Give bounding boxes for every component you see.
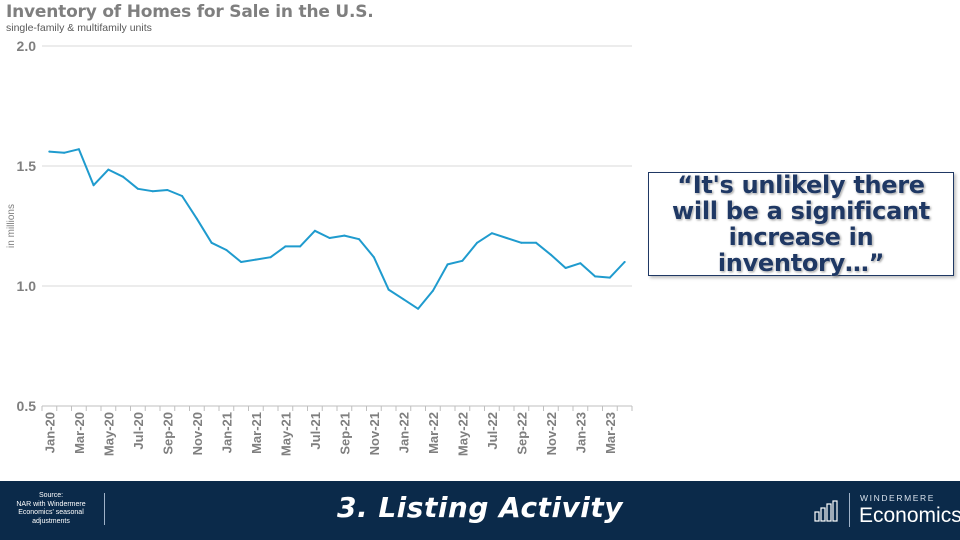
data-point	[343, 234, 346, 237]
x-tick-label: Sep-20	[160, 412, 175, 455]
data-point	[122, 175, 125, 178]
y-axis-label: in millions	[6, 204, 17, 248]
data-point	[77, 148, 80, 151]
line-chart: 0.5 1.0 1.5 2.0 in millions Jan-20 Mar-20 May-2…	[6, 38, 633, 456]
data-point	[402, 298, 405, 301]
data-point	[594, 275, 597, 278]
data-point	[166, 189, 169, 191]
data-point	[623, 261, 626, 263]
x-tick-label: Nov-21	[367, 412, 382, 455]
x-tick-label: Mar-20	[72, 412, 87, 454]
data-point	[136, 187, 139, 190]
x-tick-label: May-22	[455, 412, 470, 456]
data-point	[299, 245, 302, 248]
data-point	[505, 237, 508, 239]
data-point	[490, 232, 493, 235]
data-point	[535, 241, 538, 244]
data-point	[476, 241, 479, 244]
x-tick-label: Jul-21	[308, 412, 323, 450]
brand-name: WINDERMERE	[860, 493, 936, 503]
y-tick-label: 2.0	[17, 38, 37, 54]
quote-callout: “It's unlikely there will be a significa…	[648, 172, 954, 276]
data-point	[446, 263, 449, 266]
x-tick-label: Jan-20	[42, 412, 57, 453]
x-tick-label: Mar-21	[249, 412, 264, 454]
data-point	[579, 262, 582, 265]
data-point	[461, 259, 464, 262]
data-point	[269, 256, 272, 259]
data-point	[417, 307, 420, 310]
data-point	[63, 151, 66, 154]
series-line	[48, 148, 626, 310]
x-tick-label: May-21	[278, 412, 293, 456]
x-tick-label: Mar-22	[426, 412, 441, 454]
data-point	[225, 249, 228, 251]
data-point	[328, 237, 331, 239]
x-tick-label: Nov-20	[190, 412, 205, 455]
data-point	[387, 288, 390, 291]
bar-chart-logo-icon	[814, 500, 838, 522]
x-tick-label: Jul-20	[131, 412, 146, 450]
chart-subtitle: single-family & multifamily units	[6, 22, 152, 34]
footer-divider	[104, 493, 105, 525]
data-point	[195, 217, 198, 220]
footer-bar: Source: NAR with Windermere Economics' s…	[0, 481, 960, 540]
y-tick-label: 1.0	[17, 278, 37, 294]
chart-title: Inventory of Homes for Sale in the U.S.	[6, 2, 374, 22]
data-point	[431, 289, 434, 292]
data-point	[254, 258, 257, 261]
x-tick-label: Mar-23	[603, 412, 618, 454]
x-tick-label: May-20	[101, 412, 116, 456]
x-tick-label: Sep-21	[337, 412, 352, 455]
data-point	[313, 229, 316, 232]
data-point	[151, 190, 154, 193]
brand-subname: Economics	[859, 504, 960, 527]
data-point	[372, 256, 375, 259]
data-point	[520, 241, 523, 244]
data-point	[210, 241, 213, 244]
x-tick-label: Jul-22	[485, 412, 500, 450]
data-point	[240, 261, 243, 263]
x-tick-label: Jan-23	[573, 412, 588, 453]
data-point	[48, 150, 51, 153]
data-point	[284, 245, 287, 248]
data-point	[181, 195, 184, 197]
x-tick-label: Jan-22	[396, 412, 411, 453]
data-point	[564, 267, 567, 269]
quote-text: “It's unlikely there will be a significa…	[672, 171, 930, 277]
x-tick-label: Jan-21	[219, 412, 234, 453]
source-note: Source: NAR with Windermere Economics' s…	[16, 492, 86, 525]
brand-divider	[849, 493, 850, 527]
data-point	[358, 238, 361, 241]
x-tick-label: Nov-22	[544, 412, 559, 455]
data-point	[608, 276, 611, 279]
data-point	[92, 184, 95, 187]
y-tick-label: 1.5	[17, 158, 37, 174]
data-point	[107, 168, 110, 171]
section-title: 3. Listing Activity	[336, 491, 624, 524]
y-tick-label: 0.5	[17, 398, 37, 414]
x-tick-label: Sep-22	[514, 412, 529, 455]
data-point	[549, 253, 552, 256]
